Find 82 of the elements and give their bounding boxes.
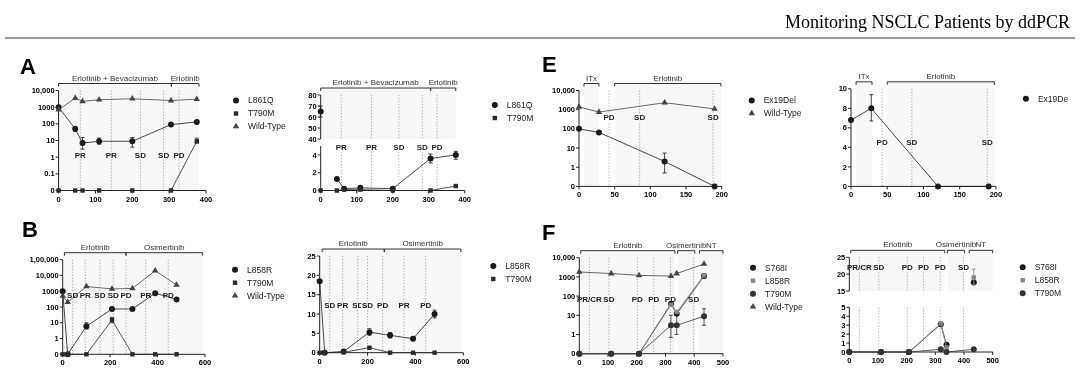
ref-line-label: PD bbox=[120, 290, 132, 300]
legend-label: T790M bbox=[1034, 288, 1062, 299]
legend-label: L858R bbox=[1034, 275, 1060, 286]
band-label: Erlotinib bbox=[170, 73, 201, 83]
ref-line-label: PR bbox=[140, 290, 152, 300]
legend-label: Wild-Type bbox=[763, 108, 802, 119]
ref-line-label: PD bbox=[162, 290, 175, 300]
chart-title: F bbox=[542, 220, 556, 245]
band-label: Erlotinib bbox=[613, 240, 643, 250]
legend-label: Wild-Type bbox=[765, 301, 804, 312]
ref-line-label: PR bbox=[337, 301, 349, 311]
legend-label: L861Q bbox=[506, 99, 533, 110]
ref-line-label: PD bbox=[648, 294, 660, 304]
band-label: NT bbox=[705, 240, 717, 250]
ref-line-label: PD bbox=[431, 142, 443, 152]
band-label: Erlotinib bbox=[653, 73, 683, 83]
legend-label: L861Q bbox=[248, 95, 274, 106]
legend-label: S768I bbox=[1034, 262, 1057, 273]
ref-line-label: PR bbox=[365, 142, 378, 152]
ref-line-label: SD bbox=[707, 113, 719, 123]
legend-label: L858R bbox=[247, 264, 273, 275]
legend-label: Wild-Type bbox=[248, 121, 287, 132]
legend-label: T790M bbox=[506, 112, 534, 123]
legend-label: T790M bbox=[765, 288, 792, 299]
band-label: Erlotinib bbox=[428, 78, 459, 87]
ref-line-label: SD bbox=[416, 142, 429, 152]
ref-line-label: SD bbox=[94, 290, 106, 300]
text: Monitoring NSCLC Patients by ddPCR bbox=[784, 12, 1070, 32]
legend-label: Ex19Del bbox=[763, 95, 796, 106]
legend-label: T790M bbox=[505, 273, 532, 284]
legend-label: S768I bbox=[765, 262, 788, 273]
legend-label: T790M bbox=[248, 108, 275, 119]
band-label: Erlotinib bbox=[926, 71, 956, 81]
ref-line-label: SD bbox=[107, 290, 119, 300]
band-label: Erlotinib bbox=[338, 239, 369, 248]
ref-line-label: PD bbox=[934, 262, 946, 272]
ref-line-label: SD bbox=[393, 142, 405, 152]
ref-line-label: PR bbox=[335, 142, 348, 152]
legend-label: Wild-Type bbox=[247, 290, 286, 301]
ref-line-label: PR bbox=[398, 301, 410, 311]
chart-title: A bbox=[20, 54, 36, 79]
ref-line-label: SD bbox=[688, 294, 700, 304]
band-label: Osimertinib bbox=[402, 239, 444, 248]
chart-title: B bbox=[22, 217, 38, 242]
band-label: Erlotinib + Bevacizumab bbox=[71, 73, 159, 83]
band-label: Erlotinib bbox=[883, 240, 913, 250]
ref-line-label: PD bbox=[876, 138, 888, 148]
ref-line-label: PD bbox=[918, 262, 930, 272]
ref-line-label: PD bbox=[420, 301, 432, 311]
ref-line-label: PD bbox=[631, 294, 644, 304]
band-label: Erlotinib + Bevacizumab bbox=[332, 78, 420, 87]
band-label: Osimertinib bbox=[665, 240, 707, 250]
band-label: Osimertinib bbox=[144, 242, 186, 252]
legend-label: T790M bbox=[247, 277, 274, 288]
ref-line-label: SD bbox=[957, 262, 970, 272]
band-label: ITx bbox=[585, 73, 598, 83]
ref-line-label: SD bbox=[603, 294, 615, 304]
band-label: ITx bbox=[858, 71, 870, 81]
ref-line-label: PD bbox=[901, 262, 914, 272]
ref-line-label: SD bbox=[906, 138, 918, 148]
ref-line-label: PD bbox=[173, 150, 185, 160]
ref-line-label: SD bbox=[134, 150, 147, 160]
ref-line-label: PR bbox=[79, 290, 91, 300]
legend-label: Ex19De bbox=[1037, 93, 1069, 104]
ref-line-label: SD bbox=[981, 138, 993, 148]
band-label: Osimertinib bbox=[935, 240, 977, 250]
ref-line-label: SD bbox=[324, 301, 336, 311]
ref-line-label: SD bbox=[67, 290, 79, 300]
legend-label: L858R bbox=[765, 275, 791, 286]
ref-line-label: SD bbox=[873, 262, 885, 272]
ref-line-label: SD bbox=[158, 150, 170, 160]
ref-line-label: PR bbox=[105, 150, 118, 160]
ref-line-label: PD bbox=[603, 113, 615, 123]
chart-title: E bbox=[542, 52, 557, 77]
ref-line-label: SD bbox=[362, 301, 374, 311]
ref-line-label: PR bbox=[74, 150, 87, 160]
band-label: NT bbox=[975, 240, 987, 250]
ref-line-label: PD bbox=[377, 301, 389, 311]
band-label: Erlotinib bbox=[80, 242, 111, 252]
ref-line-label: SD bbox=[634, 113, 646, 123]
legend-label: L858R bbox=[505, 260, 531, 271]
ref-line-label: PD bbox=[664, 294, 677, 304]
